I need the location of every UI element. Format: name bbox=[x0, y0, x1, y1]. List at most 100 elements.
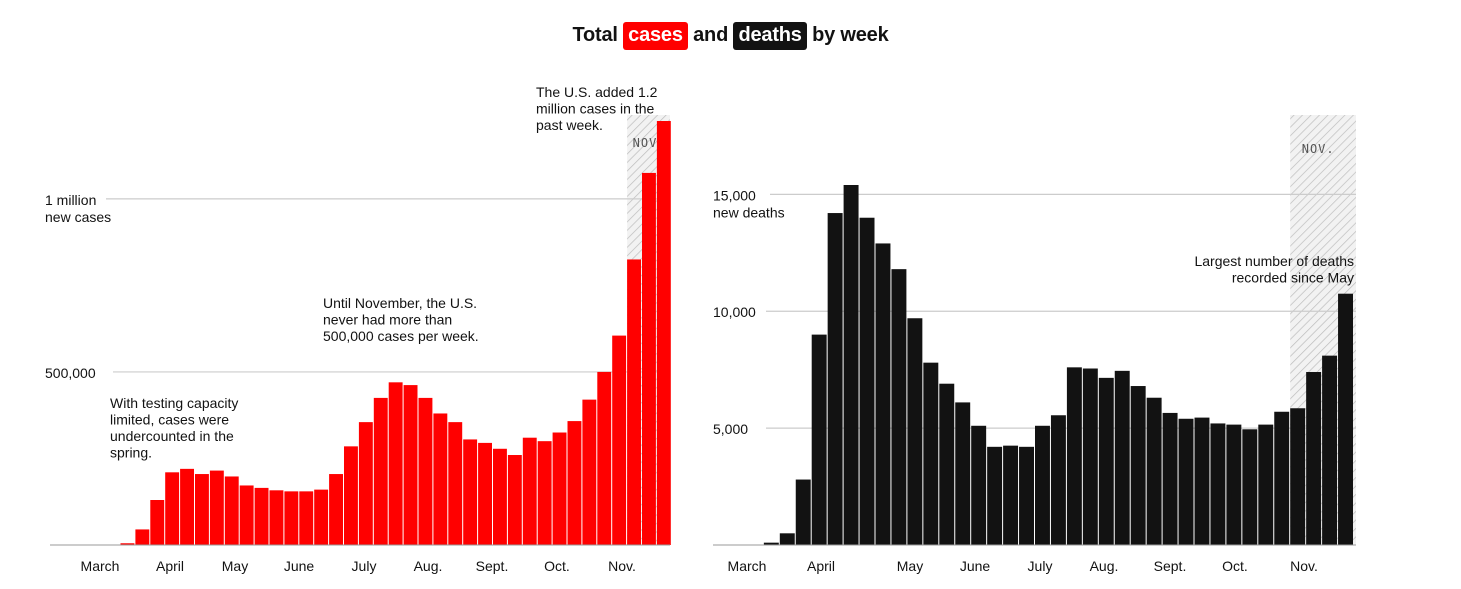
deaths-bar bbox=[891, 269, 907, 545]
title-suffix: by week bbox=[812, 24, 889, 46]
deaths-bar bbox=[1146, 397, 1162, 545]
x-tick-label: Aug. bbox=[1090, 558, 1119, 574]
x-tick-label: Oct. bbox=[1222, 558, 1248, 574]
deaths-bar bbox=[1035, 425, 1050, 545]
deaths-bar bbox=[811, 334, 827, 545]
cases-bar bbox=[209, 470, 224, 545]
deaths-bar bbox=[763, 542, 779, 545]
deaths-bar bbox=[1019, 446, 1034, 545]
deaths-bar bbox=[1322, 355, 1338, 545]
cases-bar bbox=[239, 485, 254, 545]
annotation-text: 500,000 cases per week. bbox=[323, 328, 479, 344]
cases-bar bbox=[433, 413, 448, 545]
cases-bar bbox=[120, 543, 135, 545]
cases-bar bbox=[344, 446, 358, 545]
cases-bar bbox=[135, 529, 150, 545]
y-tick-label: 15,000 bbox=[713, 187, 756, 203]
y-tick-label: 1 million bbox=[45, 192, 96, 208]
cases-bar bbox=[150, 500, 165, 545]
cases-bar bbox=[642, 172, 656, 545]
deaths-bar bbox=[1003, 445, 1019, 545]
cases-bar bbox=[552, 432, 567, 545]
cases-bar bbox=[567, 421, 582, 545]
annotation-text: limited, cases were bbox=[110, 412, 229, 428]
deaths-bar bbox=[1258, 424, 1274, 545]
title-middle: and bbox=[693, 24, 729, 46]
cases-bar bbox=[358, 422, 373, 545]
annotation-text: never had more than bbox=[323, 312, 452, 328]
annotation-text: With testing capacity bbox=[110, 395, 238, 411]
deaths-bar bbox=[1194, 417, 1210, 545]
deaths-bar bbox=[987, 446, 1003, 545]
deaths-bar bbox=[939, 383, 955, 545]
cases-bar bbox=[597, 371, 612, 545]
x-tick-label: March bbox=[728, 558, 767, 574]
x-tick-label: May bbox=[222, 558, 248, 574]
y-tick-label: 5,000 bbox=[713, 421, 748, 437]
x-tick-label: July bbox=[352, 558, 377, 574]
x-tick-label: June bbox=[284, 558, 315, 574]
cases-bar bbox=[224, 476, 239, 545]
cases-bar bbox=[284, 491, 299, 545]
deaths-bar bbox=[971, 425, 987, 545]
deaths-bar bbox=[859, 217, 875, 545]
annotation-text: spring. bbox=[110, 445, 152, 461]
x-tick-label: April bbox=[156, 558, 184, 574]
y-tick-label: 500,000 bbox=[45, 365, 96, 381]
deaths-bar bbox=[1066, 367, 1082, 545]
nov-highlight-label: NOV. bbox=[633, 136, 666, 150]
deaths-bar bbox=[843, 185, 859, 545]
x-tick-label: April bbox=[807, 558, 835, 574]
deaths-bar bbox=[1290, 408, 1306, 545]
chart-title: Total cases and deaths by week bbox=[0, 22, 1461, 50]
cases-bar bbox=[656, 121, 671, 545]
annotation-text: past week. bbox=[536, 117, 603, 133]
cases-bar bbox=[493, 448, 507, 545]
cases-bar bbox=[254, 487, 269, 545]
cases-bar bbox=[627, 259, 641, 545]
x-tick-label: Nov. bbox=[1290, 558, 1318, 574]
cases-bar bbox=[522, 437, 537, 545]
cases-bar bbox=[507, 455, 522, 545]
x-tick-label: June bbox=[960, 558, 991, 574]
cases-bar bbox=[418, 397, 433, 545]
x-tick-label: Oct. bbox=[544, 558, 570, 574]
cases-bar bbox=[195, 474, 209, 545]
deaths-bar bbox=[1338, 293, 1353, 545]
annotation-text: recorded since May bbox=[1232, 270, 1354, 286]
x-tick-label: Sept. bbox=[1154, 558, 1187, 574]
deaths-bar bbox=[955, 402, 971, 545]
deaths-bar bbox=[1306, 372, 1322, 545]
cases-bar bbox=[448, 422, 463, 545]
cases-bar bbox=[612, 335, 627, 545]
cases-bar bbox=[314, 489, 329, 545]
title-prefix: Total bbox=[572, 24, 618, 46]
cases-bar bbox=[582, 399, 597, 545]
nov-highlight-label: NOV. bbox=[1302, 142, 1335, 156]
deaths-bar bbox=[1082, 368, 1098, 545]
cases-bar bbox=[165, 472, 180, 545]
cases-bar bbox=[403, 385, 418, 545]
x-tick-label: Aug. bbox=[414, 558, 443, 574]
cases-bar bbox=[388, 382, 403, 545]
x-tick-label: March bbox=[81, 558, 120, 574]
deaths-bar bbox=[1210, 423, 1226, 545]
cases-bar bbox=[180, 468, 194, 545]
y-tick-label: 10,000 bbox=[713, 304, 756, 320]
cases-bar bbox=[329, 474, 343, 545]
cases-bar bbox=[478, 442, 492, 545]
deaths-bar bbox=[779, 533, 795, 545]
annotation-text: million cases in the bbox=[536, 101, 654, 117]
deaths-bar bbox=[1178, 418, 1194, 545]
deaths-bar bbox=[1098, 377, 1114, 545]
cases-bar bbox=[373, 397, 388, 545]
annotation-text: The U.S. added 1.2 bbox=[536, 84, 658, 100]
x-tick-label: May bbox=[897, 558, 923, 574]
deaths-bar bbox=[1274, 411, 1290, 545]
deaths-bar bbox=[907, 318, 923, 545]
cases-bar bbox=[299, 491, 314, 545]
deaths-bar bbox=[795, 479, 811, 545]
deaths-bar bbox=[875, 243, 891, 545]
